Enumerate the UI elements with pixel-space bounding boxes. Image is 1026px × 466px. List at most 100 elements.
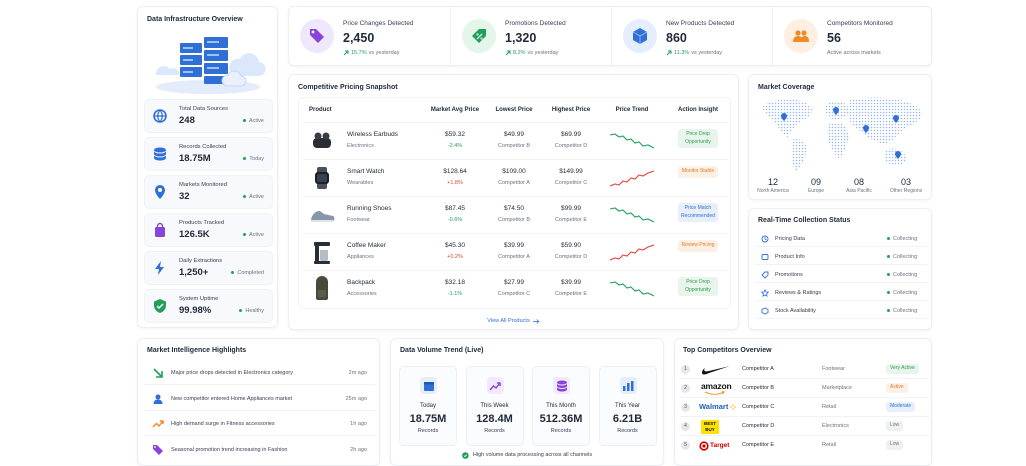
market-avg-price: $87.45 (445, 205, 465, 212)
world-map (756, 93, 926, 175)
kpi-change: 15.7% vs yesterday (343, 50, 399, 56)
price-trend (610, 242, 654, 262)
action-insight: Review Pricing (678, 240, 718, 252)
icon-part (863, 125, 869, 133)
icon-part (476, 33, 479, 36)
kpi-icon (300, 19, 334, 53)
icon-part (833, 107, 839, 115)
item-status: Healthy (239, 308, 264, 314)
price-change: -0.6% (447, 217, 463, 223)
icon-part (155, 227, 165, 237)
highlight-icon (152, 418, 164, 430)
lowest-competitor: Competitor A (498, 180, 530, 186)
icon-part (610, 207, 654, 223)
collection-row: Pricing Data Collecting (755, 231, 927, 247)
icon-part (610, 133, 654, 149)
volume-icon (420, 377, 437, 394)
infrastructure-illustration (148, 29, 270, 95)
icon-part (761, 254, 769, 260)
icon-part (884, 148, 907, 166)
icon-part (313, 132, 331, 148)
volume-unit: Records (484, 428, 505, 434)
highlight-time: 25m ago (345, 395, 367, 402)
collection-panel: Real-Time Collection Status Pricing Data C… (748, 208, 932, 330)
price-change: +1.8% (447, 180, 463, 186)
lowest-price: $74.50 (504, 205, 524, 212)
icon-part (156, 66, 180, 75)
status-text: Completed (237, 270, 264, 276)
icon-part (156, 37, 266, 94)
volume-card: This Month 512.36M Records (532, 366, 590, 446)
icon-part (153, 399, 163, 404)
collection-icon (761, 235, 769, 243)
collection-label: Reviews & Ratings (775, 290, 822, 296)
volume-glyph (487, 378, 503, 394)
icon-part (610, 170, 654, 187)
footer-text: High volume data processing across all c… (472, 452, 593, 459)
highest-price: $59.90 (561, 242, 581, 249)
volume-card: This Year 6.21B Records (598, 366, 657, 446)
icon-part (827, 122, 849, 159)
icon-part (311, 211, 335, 221)
icon-part (317, 174, 327, 182)
icon-part (632, 28, 648, 44)
icon-part (318, 290, 326, 297)
logo-text: amazon (701, 381, 732, 391)
pricing-table: Product Market Avg Price Lowest Price Highe… (298, 97, 731, 309)
icon-part (311, 211, 335, 222)
highlight-text: Seasonal promotion trend increasing in F… (171, 446, 288, 453)
competitors-panel: Top Competitors Overview 1 Competitor A Foo… (674, 338, 932, 466)
product-image (309, 202, 335, 228)
volume-glyph (554, 378, 570, 394)
competitor-logo (699, 363, 735, 377)
volume-value: 18.75M (409, 413, 447, 425)
item-icon (152, 184, 168, 200)
infrastructure-item: Records Collected 18.75M Today (144, 137, 273, 171)
icon-part (472, 29, 486, 43)
price-change: +0.2% (447, 254, 463, 260)
product-category: Footwear (347, 217, 370, 223)
icon-part (610, 170, 654, 187)
item-status: Active (243, 194, 264, 200)
icon-part (761, 271, 769, 279)
item-label: Total Data Sources (179, 106, 228, 112)
panel-title: Competitive Pricing Snapshot (298, 84, 398, 91)
icon-part (610, 281, 654, 297)
volume-glyph (421, 378, 437, 394)
collection-row: Stock Availability Collecting (755, 303, 927, 319)
highest-competitor: Competitor C (554, 180, 588, 186)
status-dot (243, 233, 247, 237)
panel-title: Data Infrastructure Overview (147, 16, 243, 23)
volume-period: This Week (480, 403, 509, 409)
highest-competitor: Competitor D (554, 143, 588, 149)
competitor-name: Competitor C (742, 404, 775, 410)
item-label: System Uptime (179, 296, 219, 302)
volume-card: Today 18.75M Records (399, 366, 457, 446)
icon-part (156, 222, 164, 228)
icon-part (314, 242, 330, 264)
icon-part (702, 366, 730, 375)
icon-part (183, 41, 219, 73)
view-all-link[interactable]: View All Products (487, 318, 540, 324)
icon-part (152, 420, 164, 428)
region-name: Europe (807, 188, 825, 194)
icon-part (153, 368, 163, 378)
kpi-title: Promotions Detected (505, 20, 566, 27)
icon-part (610, 207, 654, 223)
lowest-competitor: Competitor B (497, 143, 531, 149)
highlight-item: High demand surge in Fitness accessories… (144, 412, 375, 436)
status-dot (239, 309, 243, 313)
item-icon (152, 222, 168, 238)
competitor-logo: Walmart (699, 401, 736, 415)
collection-icon (761, 307, 769, 315)
collection-status: Collecting (887, 272, 917, 278)
icon-part (462, 452, 469, 459)
kpi-note: Active across markets (827, 50, 881, 56)
icon-part (764, 237, 767, 241)
icon-part (155, 261, 164, 275)
icon-part (154, 299, 166, 313)
competitor-row: 4 BEST BUY Competitor D Electronics Low (679, 418, 929, 436)
status-dot (887, 291, 890, 295)
icon-part (155, 222, 165, 237)
